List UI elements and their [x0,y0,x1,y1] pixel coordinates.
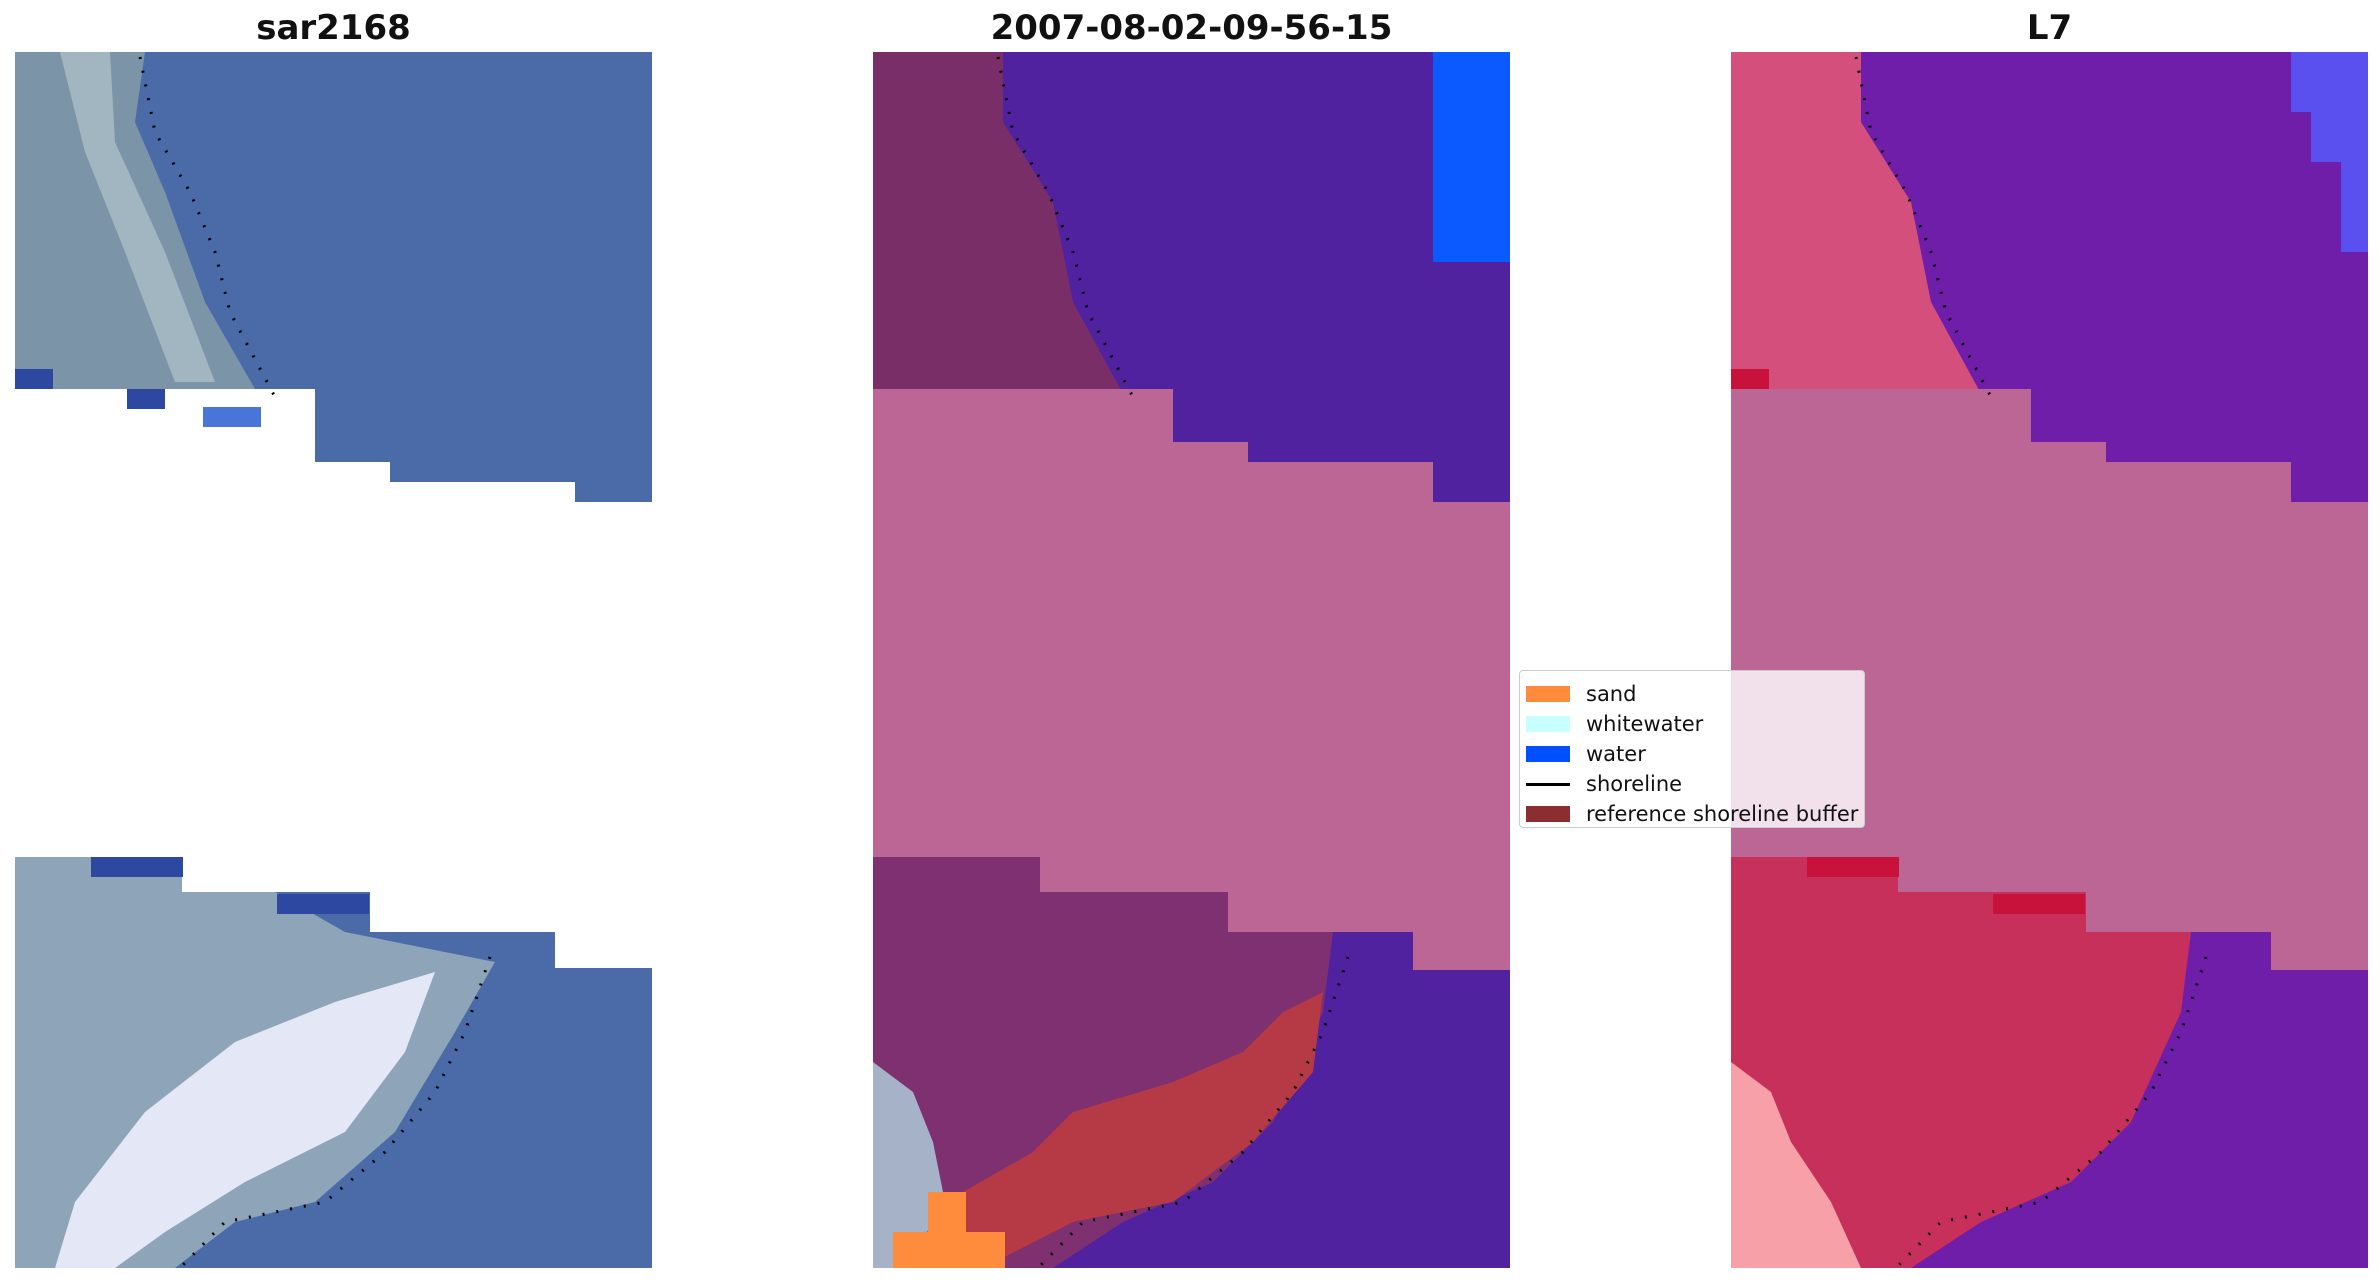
dark-strip-bottom-2 [277,894,369,914]
l7-red-strip-bottom-2 [1993,894,2085,914]
panel-title-classified: 2007-08-02-09-56-15 [990,8,1393,48]
rgb-patch-bottom [873,1062,943,1268]
legend-swatch-water [1526,746,1570,762]
l7-land-top [1731,52,1991,412]
land-class-top [873,52,1133,412]
legend-entry-shoreline: shoreline [1526,769,1858,799]
l7-image-panel [1731,52,2368,1268]
legend-label-water: water [1586,742,1646,766]
legend-swatch-buffer [1526,806,1570,822]
sea-area-top-step [315,389,652,502]
legend-swatch-whitewater [1526,716,1570,732]
buffer-overlay [1731,389,2368,970]
panel-title-l7: L7 [2026,8,2073,48]
beach-highlight-top [60,52,215,382]
l7-land-bottom [1731,857,2191,1268]
legend-label-sand: sand [1586,682,1637,706]
panel-title-rgb: sar2168 [256,8,411,48]
shoreline-dots-bottom [178,956,492,1268]
classified-image-panel [873,52,1510,1268]
shoreline-dots-bottom [1894,956,2208,1268]
legend-label-buffer: reference shoreline buffer [1586,802,1859,826]
legend-label-shoreline: shoreline [1586,772,1683,796]
buffer-overlay [873,389,1510,970]
buffer-red-bottom [963,992,1323,1268]
legend: sand whitewater water shoreline referenc… [1519,670,1865,828]
shoreline-dots-bottom [1036,956,1350,1268]
l7-red-pixel [1731,369,1769,389]
legend-swatch-sand [1526,686,1570,702]
water-class-bright [1433,52,1510,262]
rgb-image-panel [15,52,652,1268]
legend-label-whitewater: whitewater [1586,712,1704,736]
cloud-bright-bottom [55,972,435,1268]
bright-water-pixel [203,407,261,427]
l7-pink-patch-bottom [1731,1062,1861,1268]
legend-entry-water: water [1526,739,1858,769]
dark-strip-bottom [91,857,183,877]
sand-class-patch [893,1232,1005,1268]
legend-swatch-shoreline [1526,782,1570,786]
dark-pixel-top-2 [127,389,165,409]
legend-entry-sand: sand [1526,679,1858,709]
dark-pixel-top [15,369,53,389]
legend-entry-buffer: reference shoreline buffer [1526,799,1858,829]
l7-red-strip-bottom [1807,857,1899,877]
l7-water-bright [2291,52,2368,252]
sand-class-patch-2 [928,1192,966,1232]
legend-entry-whitewater: whitewater [1526,709,1858,739]
